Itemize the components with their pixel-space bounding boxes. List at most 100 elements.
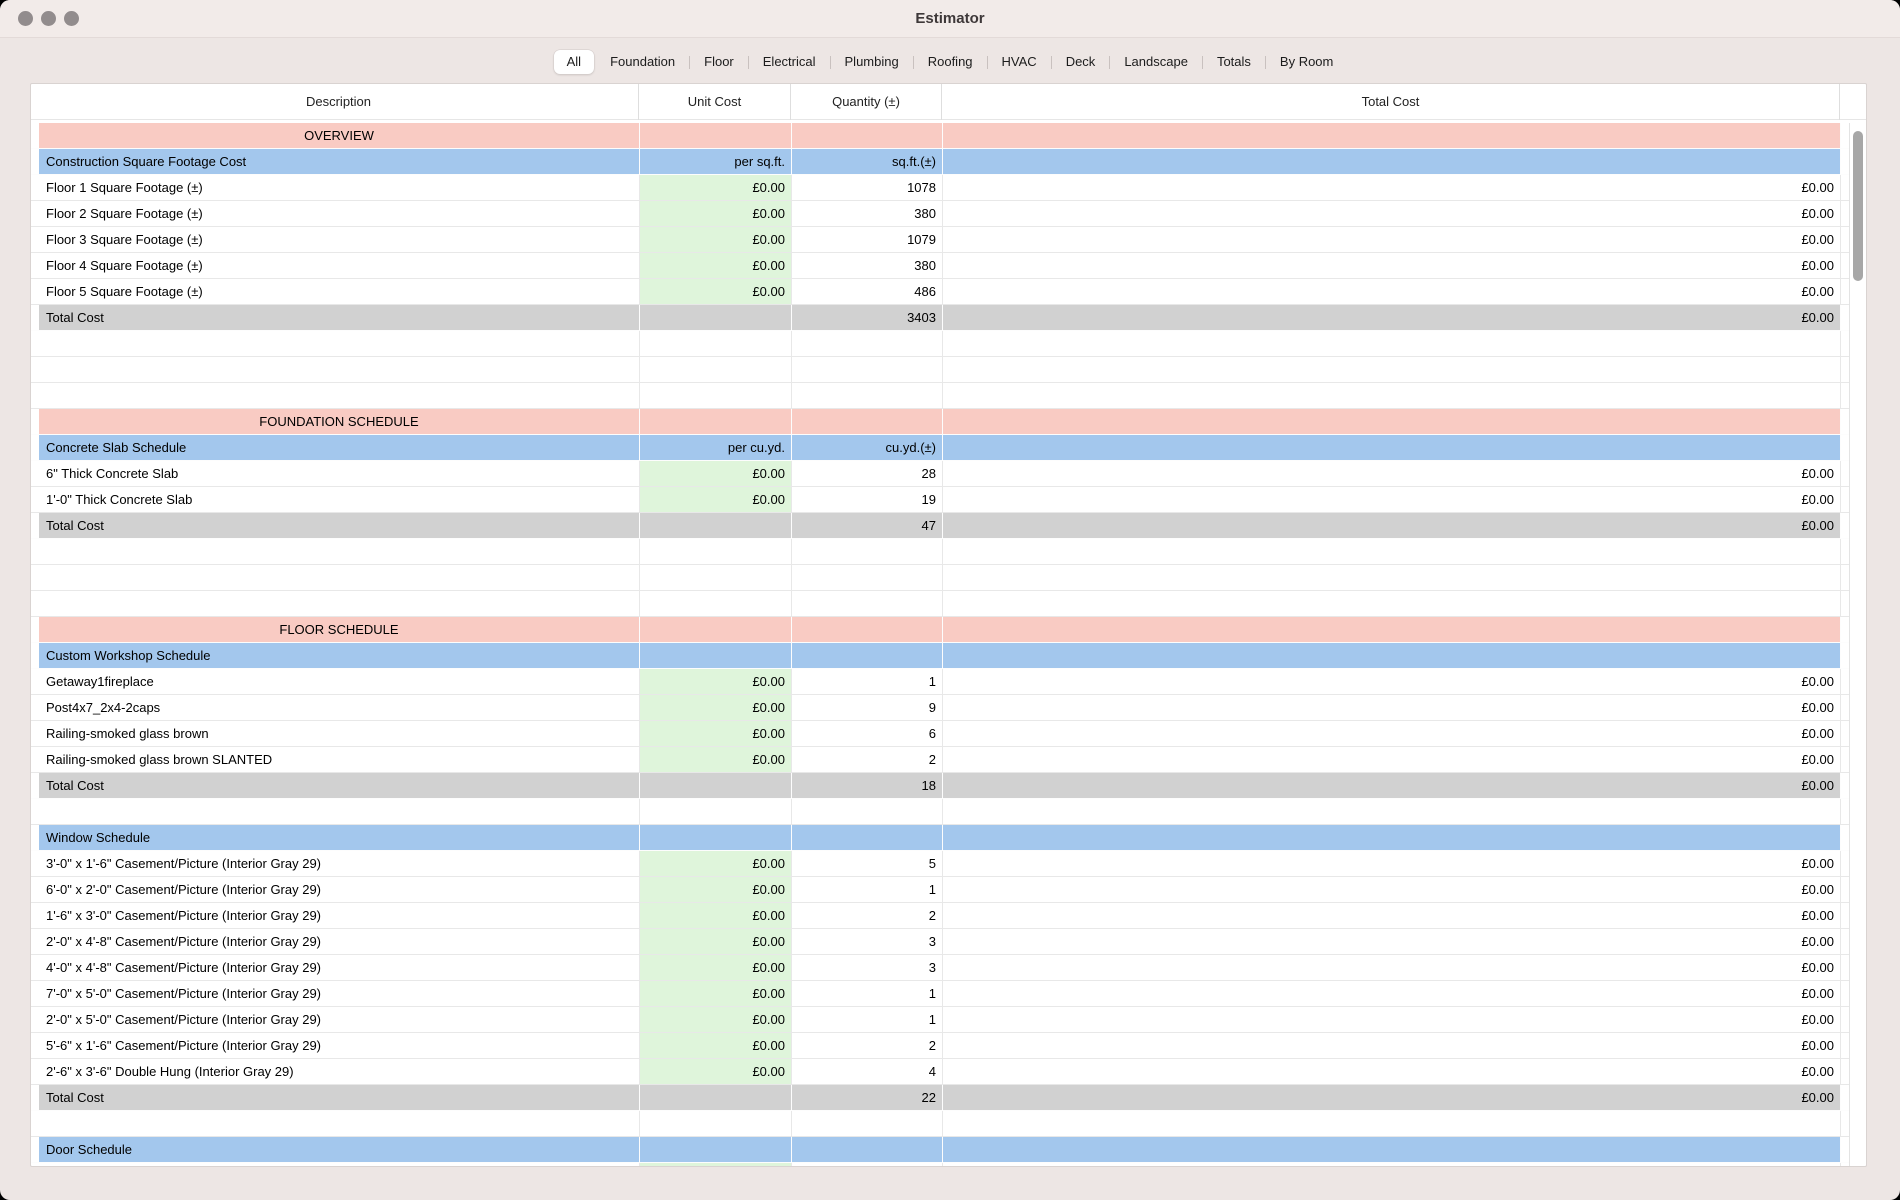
table-row-empty: [31, 357, 1849, 383]
cell-quantity[interactable]: 4: [791, 1059, 942, 1084]
table-row-data: 2'-6" x 3'-6" Double Hung (Interior Gray…: [31, 1059, 1849, 1085]
tab-all[interactable]: All: [553, 50, 595, 74]
cell-quantity[interactable]: 28: [791, 461, 942, 486]
cell-quantity[interactable]: 2: [791, 903, 942, 928]
cell-unit-cost[interactable]: £0.00: [639, 955, 791, 980]
cell-unit-cost[interactable]: £0.00: [639, 695, 791, 720]
tab-totals[interactable]: Totals: [1216, 54, 1251, 69]
cell-description[interactable]: Post4x7_2x4-2caps: [46, 700, 161, 715]
cell-unit-cost[interactable]: £0.00: [639, 279, 791, 304]
cell-description[interactable]: Concrete Slab Schedule: [39, 435, 639, 460]
cell-quantity[interactable]: 380: [791, 201, 942, 226]
cell-quantity[interactable]: 3: [791, 929, 942, 954]
cell-quantity[interactable]: 1: [791, 1007, 942, 1032]
cell-quantity[interactable]: 1: [791, 981, 942, 1006]
tab-foundation[interactable]: Foundation: [610, 54, 676, 69]
tab-by-room[interactable]: By Room: [1279, 54, 1334, 69]
tab-hvac[interactable]: HVAC: [1001, 54, 1037, 69]
cell-unit-cost: [639, 383, 791, 408]
cell-quantity[interactable]: 1078: [791, 175, 942, 200]
table-row-data: Floor 3 Square Footage (±) £0.00 1079 £0.00: [31, 227, 1849, 253]
tab-deck[interactable]: Deck: [1065, 54, 1096, 69]
cell-quantity[interactable]: 5: [791, 851, 942, 876]
cell-right-gutter: [1840, 799, 1850, 824]
table-row-data: Railing-smoked glass brown SLANTED £0.00 2…: [31, 747, 1849, 773]
tab-landscape[interactable]: Landscape: [1124, 54, 1188, 69]
cell-description[interactable]: Window Schedule: [39, 825, 639, 850]
cell-description[interactable]: Custom Workshop Schedule: [39, 643, 639, 668]
cell-quantity: [791, 1137, 942, 1162]
cell-left-gutter: [31, 591, 39, 616]
cell-quantity[interactable]: 380: [791, 253, 942, 278]
header-right-gutter: [1840, 84, 1850, 120]
tab-floor[interactable]: Floor: [704, 54, 734, 69]
cell-description[interactable]: 2'-6" x 3'-6" Double Hung (Interior Gray…: [46, 1064, 294, 1079]
zoom-button[interactable]: [64, 11, 79, 26]
cell-quantity[interactable]: 2: [791, 1033, 942, 1058]
cell-unit-cost[interactable]: £0.00: [639, 487, 791, 512]
cell-unit-cost[interactable]: £0.00: [639, 721, 791, 746]
cell-unit-cost[interactable]: £0.00: [639, 877, 791, 902]
cell-unit-cost: [639, 591, 791, 616]
cell-unit-cost[interactable]: £0.00: [639, 1007, 791, 1032]
cell-quantity[interactable]: 3: [791, 955, 942, 980]
cell-description[interactable]: 2'-0" x 5'-0" Casement/Picture (Interior…: [46, 1012, 322, 1027]
cell-unit-cost[interactable]: £0.00: [639, 201, 791, 226]
cell-description[interactable]: 6" Thick Concrete Slab: [46, 466, 179, 481]
cell-quantity[interactable]: 9: [791, 695, 942, 720]
tab-electrical[interactable]: Electrical: [762, 54, 816, 69]
cell-unit-cost[interactable]: £0.00: [639, 903, 791, 928]
tab-separator: [1201, 55, 1203, 69]
cell-unit-cost[interactable]: £0.00: [639, 461, 791, 486]
vertical-scrollbar-thumb[interactable]: [1853, 131, 1863, 281]
cell-description: Total Cost: [39, 513, 639, 538]
cell-description[interactable]: Getaway1fireplace: [46, 674, 154, 689]
cell-description[interactable]: 3'-0" x 1'-6" Casement/Picture (Interior…: [46, 856, 322, 871]
cell-quantity[interactable]: 1079: [791, 227, 942, 252]
cell-unit-cost[interactable]: £0.00: [639, 1033, 791, 1058]
minimize-button[interactable]: [41, 11, 56, 26]
cell-right-gutter: [1840, 435, 1850, 460]
cell-unit-cost[interactable]: £0.00: [639, 981, 791, 1006]
tab-plumbing[interactable]: Plumbing: [844, 54, 899, 69]
cell-description[interactable]: Floor 4 Square Footage (±): [46, 258, 203, 273]
cell-description[interactable]: 5'-6" x 1'-6" Casement/Picture (Interior…: [46, 1038, 322, 1053]
cell-description[interactable]: Floor 2 Square Footage (±): [46, 206, 203, 221]
cell-description[interactable]: Floor 5 Square Footage (±): [46, 284, 203, 299]
cell-description[interactable]: 1'-0" Thick Concrete Slab: [46, 492, 193, 507]
cell-total-cost: £0.00: [942, 279, 1840, 304]
cell-quantity[interactable]: 486: [791, 279, 942, 304]
cell-description[interactable]: Floor 1 Square Footage (±): [46, 180, 203, 195]
cell-description: Total Cost: [39, 1085, 639, 1110]
cell-description[interactable]: Railing-smoked glass brown: [46, 726, 209, 741]
cell-unit-cost[interactable]: £0.00: [639, 851, 791, 876]
cell-description[interactable]: 7'-0" x 5'-0" Casement/Picture (Interior…: [46, 986, 322, 1001]
cell-description[interactable]: Door Schedule: [39, 1137, 639, 1162]
cell-description[interactable]: Floor 3 Square Footage (±): [46, 232, 203, 247]
cell-unit-cost[interactable]: £0.00: [639, 175, 791, 200]
close-button[interactable]: [18, 11, 33, 26]
cell-quantity[interactable]: 1: [791, 669, 942, 694]
cell-quantity[interactable]: 2: [791, 747, 942, 772]
cell-unit-cost[interactable]: £0.00: [639, 929, 791, 954]
cell-quantity: [791, 383, 942, 408]
cell-right-gutter: [1840, 357, 1850, 382]
cell-description[interactable]: 6'-0" x 2'-0" Casement/Picture (Interior…: [46, 882, 322, 897]
table-row-section: FOUNDATION SCHEDULE: [31, 409, 1849, 435]
cell-unit-cost[interactable]: £0.00: [639, 253, 791, 278]
cell-unit-cost[interactable]: £0.00: [639, 747, 791, 772]
cell-description[interactable]: 2'-0" x 4'-8" Casement/Picture (Interior…: [46, 934, 322, 949]
cell-quantity[interactable]: 1: [791, 877, 942, 902]
cell-unit-cost[interactable]: £0.00: [639, 1059, 791, 1084]
cell-quantity[interactable]: 19: [791, 487, 942, 512]
cell-description[interactable]: Railing-smoked glass brown SLANTED: [46, 752, 273, 767]
tab-separator: [986, 55, 988, 69]
cell-description[interactable]: 1'-6" x 3'-0" Casement/Picture (Interior…: [46, 908, 322, 923]
cell-description[interactable]: 4'-0" x 4'-8" Casement/Picture (Interior…: [46, 960, 322, 975]
cell-left-gutter: [31, 1163, 39, 1166]
cell-unit-cost[interactable]: £0.00: [639, 227, 791, 252]
cell-unit-cost[interactable]: £0.00: [639, 669, 791, 694]
cell-quantity[interactable]: 6: [791, 721, 942, 746]
tab-roofing[interactable]: Roofing: [927, 54, 973, 69]
cell-description[interactable]: Construction Square Footage Cost: [39, 149, 639, 174]
